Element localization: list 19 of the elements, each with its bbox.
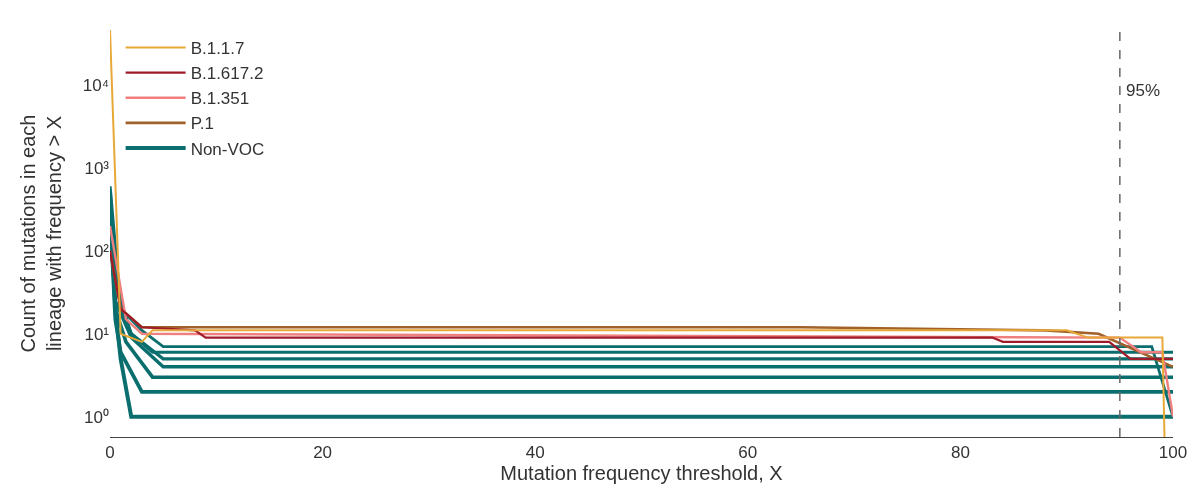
legend-label: B.1.351 — [190, 89, 250, 109]
x-tick-label: 0 — [105, 443, 115, 463]
x-tick-label: 20 — [313, 443, 333, 463]
y-tick-label: 10⁰ — [84, 407, 109, 427]
x-axis-title: Mutation frequency threshold, X — [500, 462, 783, 485]
legend-label: P.1 — [190, 114, 214, 134]
legend-label: Non-VOC — [190, 139, 265, 159]
x-tick-label: 40 — [525, 443, 545, 463]
y-tick-label: 10¹ — [84, 324, 110, 344]
legend-label: B.1.1.7 — [190, 39, 245, 59]
y-tick-label: 10² — [84, 241, 110, 261]
x-tick-label: 60 — [738, 443, 758, 463]
y-tick-label: 10⁴ — [82, 75, 109, 95]
y-axis-title: Count of mutations in each lineage with frequency > X — [17, 114, 66, 353]
legend-label: B.1.617.2 — [190, 64, 264, 84]
y-tick-label: 10³ — [84, 158, 110, 178]
x-tick-label: 100 — [1158, 443, 1188, 463]
x-tick-label: 80 — [950, 443, 970, 463]
ref-line-label: 95% — [1126, 81, 1161, 100]
